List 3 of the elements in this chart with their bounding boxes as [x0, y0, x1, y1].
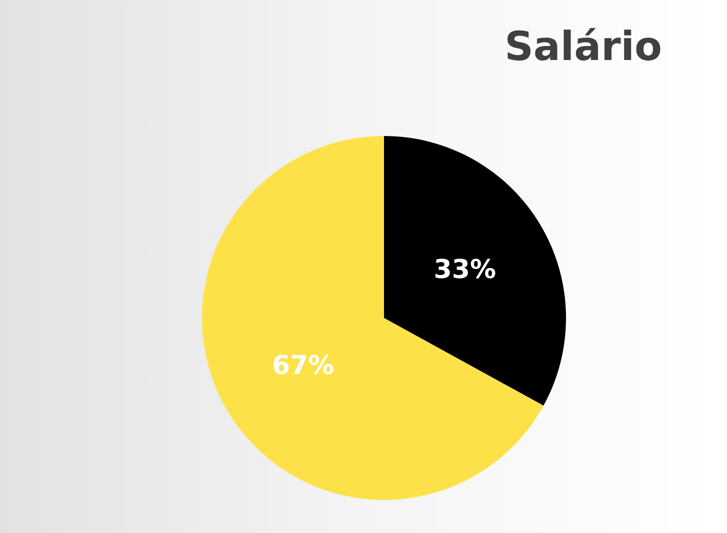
- chart-title: Salário: [504, 24, 662, 70]
- data-label: 67%: [272, 350, 334, 381]
- data-label: 33%: [434, 255, 496, 286]
